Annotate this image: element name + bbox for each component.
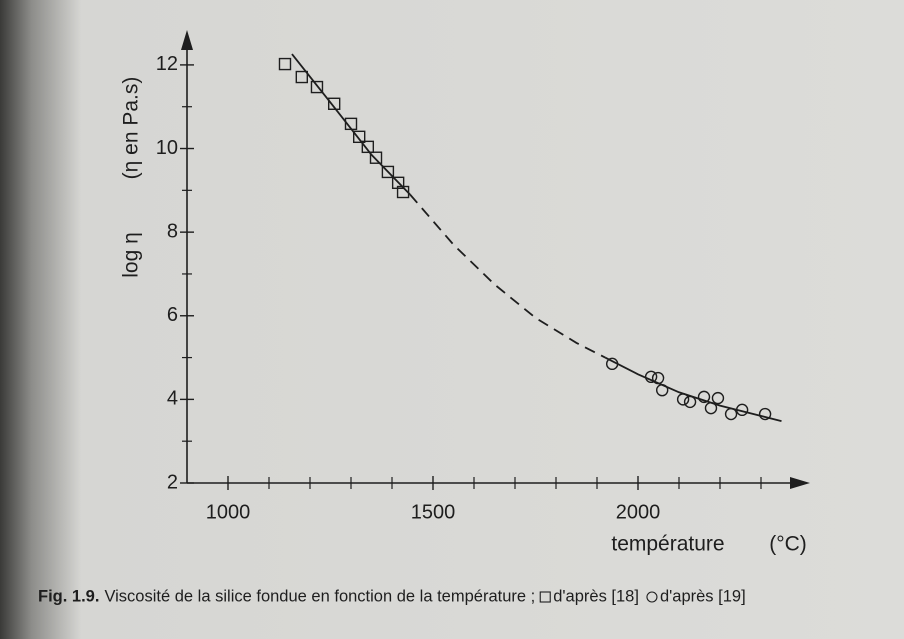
circle-marker xyxy=(683,395,697,409)
square-marker xyxy=(361,140,375,154)
circle-marker xyxy=(646,591,658,603)
circle-marker xyxy=(644,370,658,384)
circle-marker xyxy=(651,371,665,385)
circle-marker xyxy=(676,393,690,406)
y-tick-label: 10 xyxy=(156,137,178,159)
caption-label: Fig. 1.9. xyxy=(38,587,99,605)
circle-marker xyxy=(735,403,749,417)
y-tick-label: 8 xyxy=(167,220,178,242)
legend-entry: d'après [19] xyxy=(646,587,746,605)
x-tick-label: 1500 xyxy=(411,501,456,523)
circle-marker xyxy=(724,407,738,421)
y-axis-arrow xyxy=(181,30,193,50)
square-marker xyxy=(295,70,308,84)
circle-marker xyxy=(605,357,619,371)
square-marker xyxy=(381,165,395,179)
square-marker xyxy=(539,591,551,603)
circle-marker xyxy=(655,383,669,397)
fit-curve xyxy=(604,356,782,422)
circle-marker xyxy=(711,391,725,405)
y-axis-unit: (η en Pa.s) xyxy=(120,77,143,180)
legend-label: d'après [19] xyxy=(660,587,746,605)
y-tick-label: 12 xyxy=(156,53,178,75)
x-axis-unit: (°C) xyxy=(769,533,807,556)
x-axis-arrow xyxy=(790,477,810,489)
legend-label: d'après [18] xyxy=(553,587,639,605)
y-tick-label: 6 xyxy=(167,304,178,326)
caption-text: Viscosité de la silice fondue en fonctio… xyxy=(104,587,535,605)
x-tick-label: 1000 xyxy=(206,501,251,523)
y-tick-label: 4 xyxy=(167,388,178,410)
circle-marker xyxy=(704,401,718,415)
fit-curve xyxy=(409,193,606,359)
circle-marker xyxy=(697,390,711,404)
y-axis-label: log η xyxy=(120,232,143,278)
square-marker xyxy=(278,57,292,71)
square-marker xyxy=(310,80,324,94)
circle-marker xyxy=(758,407,772,421)
x-axis-label: température xyxy=(611,533,724,556)
square-marker xyxy=(327,97,341,110)
square-marker xyxy=(396,185,410,199)
y-tick-label: 2 xyxy=(167,471,178,493)
legend-entry: d'après [18] xyxy=(539,587,639,605)
square-marker xyxy=(344,117,358,131)
square-marker xyxy=(369,151,383,164)
x-tick-label: 2000 xyxy=(616,501,661,523)
square-marker xyxy=(353,130,366,144)
